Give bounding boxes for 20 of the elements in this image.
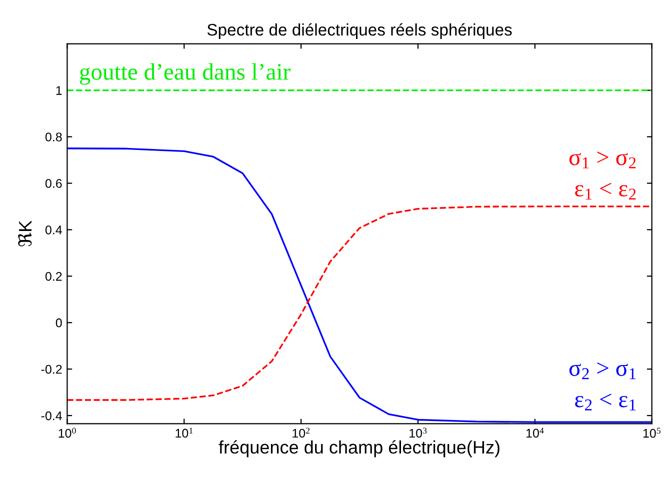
x-tick-label: 10$^{2}$: [292, 428, 310, 438]
x-tick-label: 10$^{1}$: [176, 428, 193, 438]
x-tick-label: 10$^{3}$: [410, 428, 427, 438]
x-tick-label: 10$^{5}$: [643, 428, 660, 438]
y-axis-title: ℜK: [18, 220, 32, 246]
y-tick-label: 0: [56, 318, 62, 328]
y-tick-label: 0.4: [45, 225, 62, 234]
y-tick-label: 1: [56, 86, 62, 95]
text: σ$_{1}$ > σ$_{2}$ ε$_{1}$ < ε$_{2}$: [569, 152, 636, 200]
y-tick-label: -0.4: [41, 411, 62, 420]
y-tick-label: -0.2: [41, 364, 62, 374]
chart-title: Spectre de diélectriques réels sphériques: [207, 23, 512, 39]
ref-line-label: goutte d’eau dans l’air: [80, 63, 290, 85]
y-tick-label: 0.6: [45, 179, 62, 188]
x-tick-label: 10$^{4}$: [526, 428, 544, 438]
y-tick-label: 0.8: [45, 132, 62, 142]
x-tick-label: 10$^{0}$: [58, 428, 76, 438]
y-tick-label: 0.2: [45, 272, 62, 281]
text: σ$_{2}$ > σ$_{1}$ ε$_{2}$ < ε$_{1}$: [569, 362, 636, 410]
x-axis-title: fréquence du champ électrique(Hz): [218, 440, 500, 458]
